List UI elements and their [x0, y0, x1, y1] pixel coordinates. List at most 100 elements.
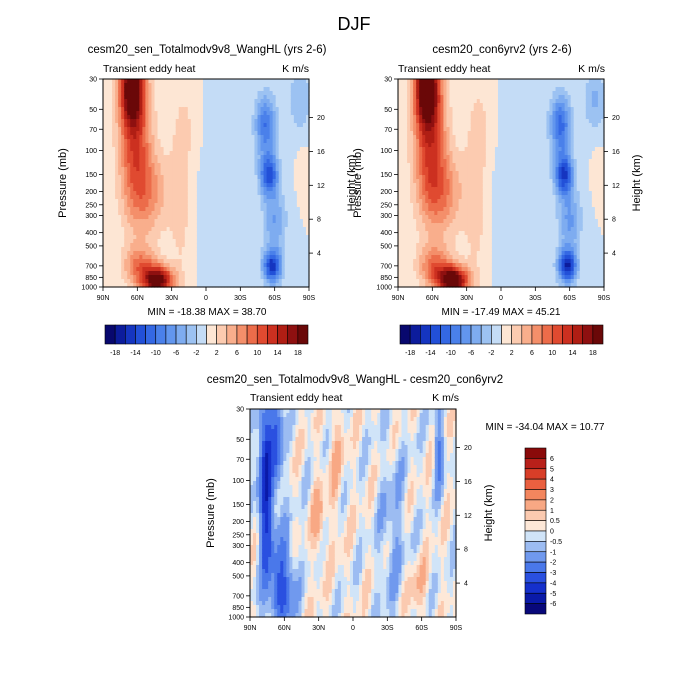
contour-cell	[163, 215, 168, 220]
contour-cell	[118, 183, 122, 188]
contour-cell	[218, 123, 222, 128]
contour-cell	[275, 283, 280, 288]
contour-cell	[118, 283, 122, 288]
contour-cell	[112, 279, 116, 284]
contour-cell	[293, 271, 298, 276]
contour-cell	[251, 247, 256, 252]
contour-cell	[398, 195, 402, 200]
contour-cell	[230, 171, 234, 176]
contour-cell	[269, 135, 274, 140]
contour-cell	[199, 115, 204, 120]
contour-cell	[398, 123, 402, 128]
contour-cell	[212, 107, 216, 112]
contour-cell	[215, 115, 219, 120]
contour-cell	[440, 83, 445, 88]
contour-cell	[236, 111, 240, 116]
contour-cell	[118, 99, 122, 104]
contour-cell	[302, 151, 307, 156]
contour-cell	[407, 127, 411, 132]
contour-cell	[455, 275, 460, 280]
contour-cell	[199, 139, 204, 144]
contour-cell	[404, 91, 408, 96]
contour-cell	[281, 223, 286, 228]
contour-cell	[206, 263, 210, 268]
contour-cell	[212, 95, 216, 100]
contour-cell	[136, 111, 140, 116]
contour-cell	[434, 255, 438, 260]
contour-cell	[407, 231, 411, 236]
contour-cell	[106, 179, 110, 184]
contour-cell	[139, 95, 143, 100]
y-tick-label: 500	[85, 243, 97, 250]
contour-cell	[272, 231, 277, 236]
contour-cell	[443, 107, 448, 112]
contour-cell	[431, 159, 435, 164]
contour-cell	[305, 255, 310, 260]
contour-cell	[206, 231, 210, 236]
contour-cell	[284, 207, 289, 212]
contour-cell	[124, 275, 128, 280]
contour-cell	[425, 131, 429, 136]
contour-cell	[428, 267, 432, 272]
contour-cell	[455, 131, 460, 136]
contour-cell	[130, 255, 134, 260]
contour-cell	[175, 167, 180, 172]
contour-cell	[109, 159, 113, 164]
contour-cell	[293, 255, 298, 260]
contour-cell	[470, 231, 475, 236]
contour-cell	[239, 263, 243, 268]
contour-cell	[281, 139, 286, 144]
contour-cell	[473, 239, 478, 244]
contour-cell	[236, 103, 240, 108]
contour-cell	[175, 259, 180, 264]
contour-cell	[416, 159, 420, 164]
contour-cell	[281, 95, 286, 100]
contour-cell	[196, 175, 201, 180]
contour-cell	[139, 135, 143, 140]
contour-cell	[160, 263, 165, 268]
contour-cell	[467, 243, 472, 248]
contour-cell	[398, 99, 402, 104]
contour-cell	[227, 227, 231, 232]
contour-cell	[251, 255, 256, 260]
contour-cell	[212, 283, 216, 288]
contour-cell	[148, 87, 153, 92]
contour-cell	[278, 123, 283, 128]
contour-cell	[437, 91, 442, 96]
contour-cell	[221, 119, 225, 124]
contour-cell	[112, 243, 116, 248]
contour-cell	[199, 175, 204, 180]
contour-cell	[293, 235, 298, 240]
contour-cell	[115, 223, 119, 228]
contour-cell	[272, 275, 277, 280]
contour-cell	[248, 127, 253, 132]
contour-cell	[115, 103, 119, 108]
contour-cell	[124, 227, 128, 232]
contour-cell	[224, 119, 228, 124]
contour-cell	[287, 243, 292, 248]
contour-cell	[221, 263, 225, 268]
contour-cell	[461, 267, 466, 272]
contour-cell	[193, 251, 198, 256]
contour-cell	[157, 103, 162, 108]
contour-cell	[248, 95, 253, 100]
contour-cell	[254, 147, 259, 152]
contour-cell	[449, 119, 454, 124]
contour-cell	[127, 271, 131, 276]
contour-cell	[305, 251, 310, 256]
contour-cell	[464, 139, 469, 144]
contour-cell	[266, 203, 271, 208]
contour-cell	[461, 279, 466, 284]
contour-cell	[293, 179, 298, 184]
contour-cell	[106, 119, 110, 124]
contour-cell	[467, 223, 472, 228]
contour-cell	[413, 231, 417, 236]
contour-cell	[184, 155, 189, 160]
contour-cell	[428, 91, 432, 96]
contour-cell	[401, 127, 405, 132]
contour-cell	[404, 95, 408, 100]
contour-cell	[196, 111, 201, 116]
contour-cell	[178, 215, 183, 220]
contour-cell	[148, 279, 153, 284]
contour-cell	[407, 263, 411, 268]
